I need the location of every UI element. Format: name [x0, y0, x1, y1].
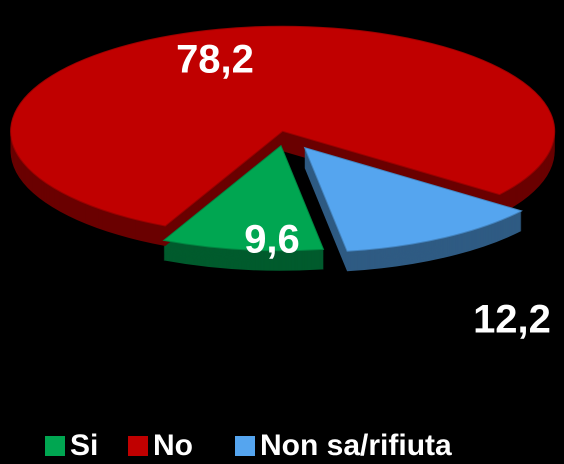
value-label: 12,2 [473, 298, 551, 342]
legend-swatch [128, 436, 148, 456]
legend-label: No [153, 429, 193, 462]
value-label: 78,2 [176, 38, 254, 82]
legend-label: Non sa/rifiuta [260, 429, 452, 462]
slice [303, 146, 523, 252]
legend-swatch [235, 436, 255, 456]
legend-label: Si [70, 429, 98, 462]
slice [10, 25, 556, 227]
value-label: 9,6 [244, 218, 300, 262]
slice [162, 144, 325, 252]
legend-swatch [45, 436, 65, 456]
